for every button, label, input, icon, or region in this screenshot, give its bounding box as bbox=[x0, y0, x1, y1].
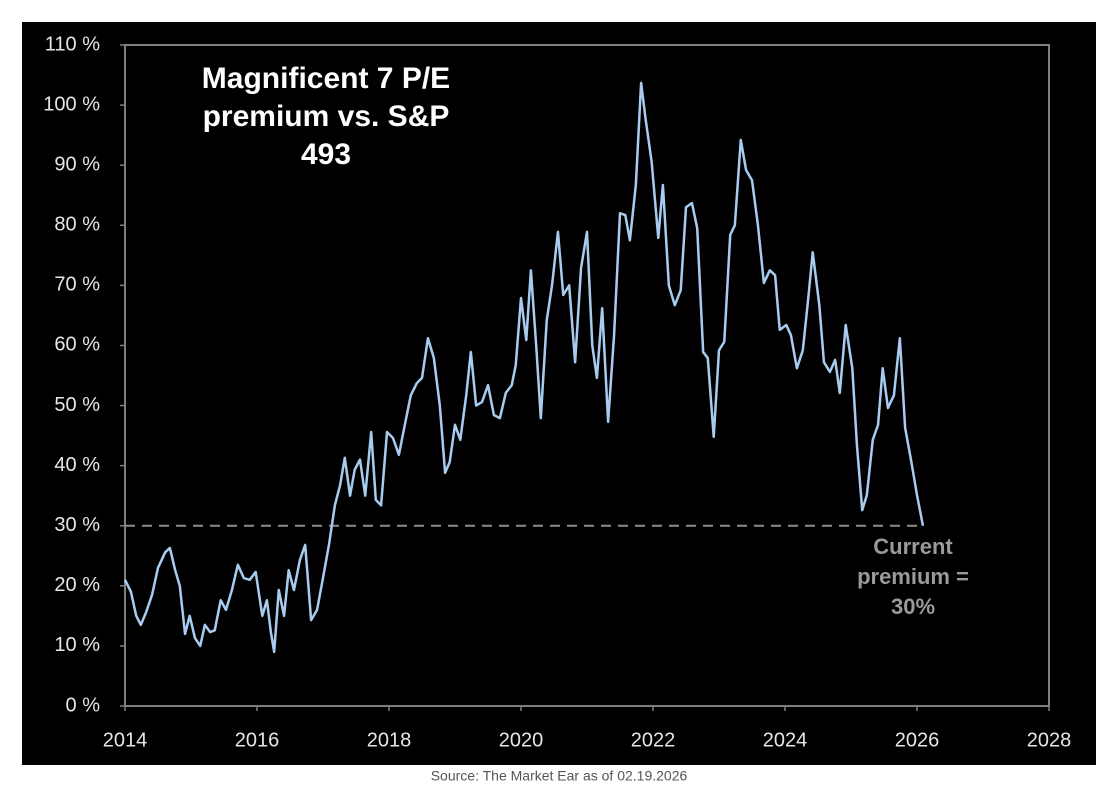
annotation: 30% bbox=[891, 594, 935, 619]
y-tick-label: 10 % bbox=[54, 634, 100, 656]
x-tick-label: 2028 bbox=[1027, 729, 1072, 751]
y-tick-label: 40 % bbox=[54, 454, 100, 476]
x-tick-label: 2024 bbox=[763, 729, 808, 751]
y-tick-label: 20 % bbox=[54, 574, 100, 596]
x-tick-label: 2014 bbox=[103, 729, 148, 751]
source-note: Source: The Market Ear as of 02.19.2026 bbox=[431, 768, 688, 784]
y-tick-label: 0 % bbox=[66, 694, 101, 716]
x-tick-label: 2026 bbox=[895, 729, 940, 751]
y-tick-label: 90 % bbox=[54, 153, 100, 175]
x-tick-label: 2018 bbox=[367, 729, 412, 751]
x-tick-label: 2020 bbox=[499, 729, 544, 751]
y-tick-label: 30 % bbox=[54, 514, 100, 536]
y-tick-label: 50 % bbox=[54, 394, 100, 416]
plot-frame bbox=[124, 44, 1050, 707]
chart-title: premium vs. S&P bbox=[203, 100, 450, 133]
y-tick-label: 70 % bbox=[54, 274, 100, 296]
x-tick-label: 2022 bbox=[631, 729, 676, 751]
y-tick-label: 80 % bbox=[54, 214, 100, 236]
chart-title: 493 bbox=[301, 138, 351, 171]
y-tick-label: 110 % bbox=[45, 33, 100, 55]
annotation: premium = bbox=[857, 564, 969, 589]
y-tick-label: 60 % bbox=[54, 334, 100, 356]
y-tick-label: 100 % bbox=[43, 93, 100, 115]
annotation: Current bbox=[873, 534, 953, 559]
x-tick-label: 2016 bbox=[235, 729, 280, 751]
chart-background bbox=[22, 22, 1096, 765]
data-line bbox=[123, 81, 925, 654]
chart-title: Magnificent 7 P/E bbox=[202, 62, 450, 95]
